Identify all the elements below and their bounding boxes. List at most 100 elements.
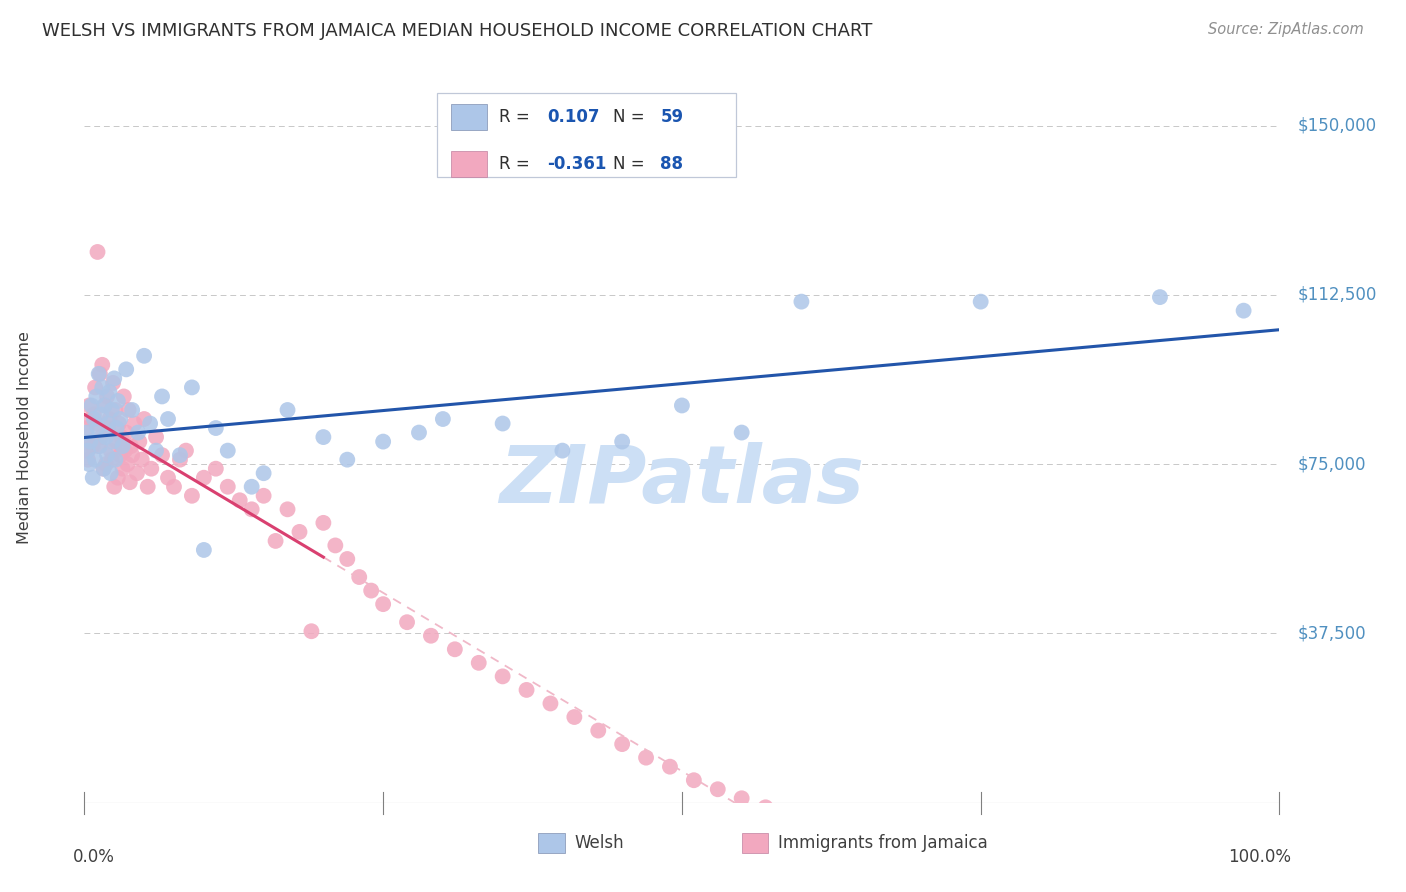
Point bbox=[128, 434, 150, 449]
FancyBboxPatch shape bbox=[437, 94, 735, 178]
Point bbox=[240, 502, 263, 516]
Point bbox=[288, 524, 311, 539]
Point bbox=[97, 417, 120, 431]
Point bbox=[117, 403, 139, 417]
Point bbox=[659, 760, 682, 774]
Point bbox=[111, 439, 134, 453]
Point bbox=[112, 389, 135, 403]
Point bbox=[277, 502, 299, 516]
Point bbox=[100, 443, 122, 458]
Text: 0.107: 0.107 bbox=[547, 108, 599, 126]
Point bbox=[104, 452, 127, 467]
Point bbox=[755, 800, 778, 814]
Point bbox=[193, 543, 215, 558]
Point bbox=[90, 430, 112, 444]
Point bbox=[103, 480, 125, 494]
Point bbox=[89, 439, 111, 453]
Point bbox=[115, 362, 138, 376]
Point bbox=[683, 773, 706, 788]
Point bbox=[124, 417, 146, 431]
Point bbox=[91, 358, 114, 372]
Point bbox=[240, 480, 263, 494]
Point bbox=[264, 533, 287, 548]
Text: 59: 59 bbox=[661, 108, 683, 126]
Point bbox=[336, 452, 359, 467]
Point bbox=[76, 421, 98, 435]
Point bbox=[77, 457, 100, 471]
Point bbox=[312, 516, 335, 530]
Point bbox=[205, 421, 228, 435]
Text: Median Household Income: Median Household Income bbox=[17, 331, 32, 543]
Point bbox=[217, 480, 239, 494]
Point bbox=[1149, 290, 1171, 304]
Point bbox=[157, 412, 180, 426]
Point bbox=[253, 466, 276, 480]
Point bbox=[564, 710, 586, 724]
Text: N =: N = bbox=[613, 155, 650, 173]
Point bbox=[349, 570, 371, 584]
Bar bbox=[451, 103, 486, 130]
Point bbox=[75, 443, 97, 458]
Point bbox=[98, 384, 121, 399]
Point bbox=[336, 552, 359, 566]
Point bbox=[444, 642, 467, 657]
Text: -0.361: -0.361 bbox=[547, 155, 606, 173]
Point bbox=[121, 403, 143, 417]
Point bbox=[1233, 303, 1256, 318]
Point bbox=[174, 443, 197, 458]
Point bbox=[90, 408, 112, 422]
Point bbox=[94, 457, 117, 471]
Text: $150,000: $150,000 bbox=[1298, 117, 1376, 135]
Point bbox=[150, 448, 173, 462]
Point bbox=[373, 434, 395, 449]
Point bbox=[612, 737, 634, 751]
Point bbox=[803, 818, 825, 832]
Point bbox=[93, 461, 115, 475]
Point bbox=[77, 452, 100, 467]
Point bbox=[110, 430, 132, 444]
Point bbox=[104, 403, 127, 417]
Point bbox=[84, 452, 107, 467]
Point bbox=[731, 425, 754, 440]
Point bbox=[373, 597, 395, 611]
Point bbox=[82, 471, 104, 485]
Point bbox=[408, 425, 430, 440]
Point bbox=[157, 471, 180, 485]
Point bbox=[136, 480, 159, 494]
Point bbox=[127, 425, 149, 440]
Point bbox=[86, 421, 108, 435]
Point bbox=[97, 421, 120, 435]
Point bbox=[96, 389, 118, 403]
Point bbox=[107, 394, 129, 409]
Text: R =: R = bbox=[499, 108, 536, 126]
Point bbox=[108, 417, 131, 431]
Text: $37,500: $37,500 bbox=[1298, 624, 1367, 642]
Point bbox=[707, 782, 730, 797]
Point bbox=[83, 412, 105, 426]
Point bbox=[468, 656, 491, 670]
Point bbox=[101, 403, 124, 417]
Point bbox=[779, 809, 801, 823]
Point bbox=[253, 489, 276, 503]
Bar bbox=[451, 151, 486, 178]
Point bbox=[105, 434, 128, 449]
Point bbox=[492, 669, 515, 683]
Point bbox=[87, 367, 110, 381]
Point bbox=[141, 461, 163, 475]
Text: R =: R = bbox=[499, 155, 536, 173]
Bar bbox=[538, 833, 565, 854]
Point bbox=[93, 461, 115, 475]
Point bbox=[76, 425, 98, 440]
Text: 0.0%: 0.0% bbox=[73, 848, 114, 866]
Point bbox=[89, 367, 111, 381]
Point bbox=[396, 615, 419, 630]
Point bbox=[82, 439, 104, 453]
Point bbox=[110, 412, 132, 426]
Point bbox=[93, 399, 115, 413]
Point bbox=[86, 389, 108, 403]
Point bbox=[77, 443, 100, 458]
Point bbox=[312, 430, 335, 444]
Point bbox=[169, 452, 191, 467]
Point bbox=[79, 412, 101, 426]
Point bbox=[131, 452, 153, 467]
